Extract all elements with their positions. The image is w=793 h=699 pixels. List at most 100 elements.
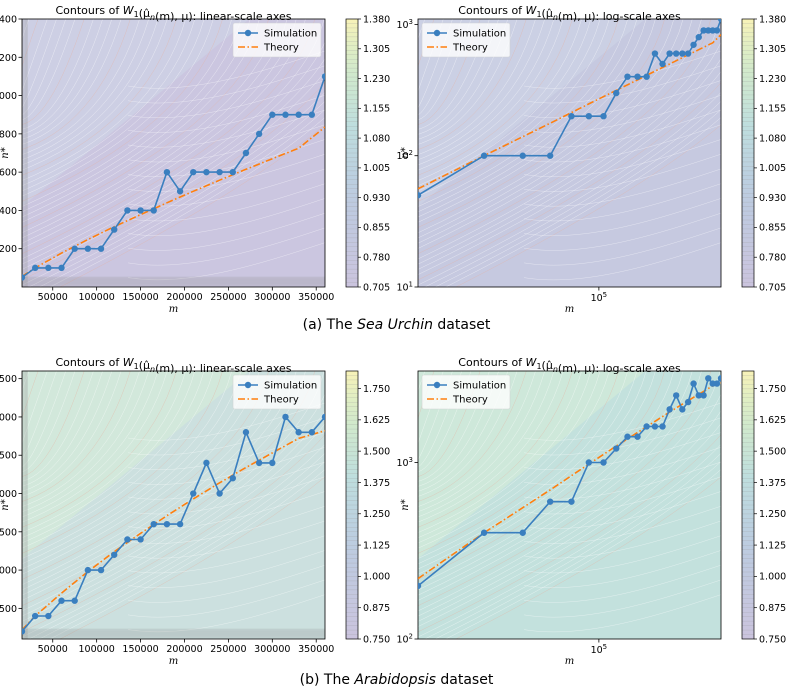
contour-line [22, 371, 113, 492]
simulation-point [713, 27, 721, 34]
legend: Simulation Theory [421, 374, 511, 410]
simulation-point [137, 536, 144, 543]
contour-line [418, 19, 665, 228]
colorbar-tick-label: 1.005 [363, 163, 390, 174]
y-tick-label: 1400 [0, 15, 17, 26]
contour-line [22, 82, 325, 281]
y-tick-label: 800 [0, 129, 17, 140]
x-tick-label: 100000 [79, 644, 115, 655]
legend-simulation-label: Simulation [264, 381, 317, 392]
simulation-point [31, 264, 39, 272]
simulation-point [321, 413, 325, 421]
x-tick-label: 105 [591, 291, 608, 304]
contour-line [418, 19, 721, 260]
contour-line [524, 417, 721, 456]
contour-line [418, 19, 712, 254]
contour-line [524, 446, 721, 485]
contour-line [22, 19, 113, 140]
simulation-point [519, 529, 526, 536]
simulation-point [255, 459, 263, 467]
legend: Simulation Theory [421, 22, 511, 58]
contour-line [418, 371, 712, 606]
contour-line [418, 41, 721, 265]
simulation-point [111, 226, 118, 233]
contour-line [22, 19, 39, 67]
chart-title: Contours of W1(μ̂n(m), μ): log-scale axe… [458, 356, 681, 375]
colorbar-tick-label: 0.705 [759, 282, 786, 293]
simulation-point [651, 423, 659, 430]
colorbar-tick-label: 0.875 [363, 603, 390, 614]
contour-line [418, 371, 601, 544]
contour-line [418, 92, 721, 286]
contour-line [22, 371, 159, 518]
colorbar-frame [741, 370, 755, 640]
theory-line [22, 126, 325, 277]
simulation-point [546, 498, 554, 505]
simulation-point [418, 192, 422, 199]
contour-line [22, 371, 122, 497]
contour-line [22, 19, 233, 207]
y-axis-label: n* [400, 147, 411, 158]
contour-line [418, 434, 721, 633]
simulation-point [58, 597, 65, 604]
x-tick-label: 150000 [122, 644, 158, 655]
colorbar-tick-label: 1.000 [363, 572, 390, 583]
contour-line [418, 19, 675, 234]
contour-line [128, 227, 325, 266]
simulation-point [255, 130, 263, 138]
contour-line [524, 139, 721, 177]
simulation-point [705, 375, 712, 382]
contour-line [434, 461, 721, 639]
simulation-point [634, 433, 641, 440]
simulation-point [203, 168, 210, 176]
contour-line [524, 212, 721, 251]
colorbar-tick-label: 1.080 [759, 133, 786, 144]
colorbar-tick-label: 0.855 [363, 223, 390, 234]
simulation-point [190, 168, 197, 176]
contour-line [128, 168, 325, 207]
simulation-point [480, 529, 488, 536]
contour-line [22, 58, 325, 270]
y-tick-label: 1200 [0, 53, 17, 64]
simulation-point [31, 612, 39, 620]
contour-line [524, 564, 721, 603]
contour-line [28, 452, 325, 639]
simulation-point [700, 392, 707, 399]
contour-line [128, 242, 325, 281]
x-tick-label: 200000 [166, 292, 202, 303]
contour-line [128, 50, 325, 89]
contour-line [524, 476, 721, 515]
contour-line [22, 371, 131, 502]
contour-line [128, 402, 325, 441]
contour-line [445, 117, 721, 287]
legend-simulation-marker [433, 29, 441, 37]
simulation-point [216, 168, 223, 176]
contour-line [418, 371, 629, 559]
contour-line [49, 117, 325, 287]
simulation-point [242, 149, 250, 157]
contour-line [128, 550, 325, 588]
simulation-point [672, 392, 680, 399]
contour-line [418, 371, 555, 518]
contour-line [22, 371, 168, 523]
x-tick-label: 350000 [298, 292, 334, 303]
contour-line [418, 371, 721, 612]
contour-line [524, 198, 721, 236]
contour-line [22, 19, 103, 135]
contour-wash [22, 371, 250, 559]
simulation-point [71, 245, 78, 252]
contour-line [22, 371, 205, 544]
contour-line [128, 94, 325, 133]
y-tick-label: 103 [396, 18, 413, 31]
legend-theory-label: Theory [452, 395, 488, 406]
contour-line [22, 19, 85, 125]
simulation-point [585, 459, 593, 466]
contour-line [418, 393, 721, 617]
chart-title: Contours of W1(μ̂n(m), μ): log-scale axe… [458, 4, 681, 23]
simulation-point [713, 380, 721, 387]
contour-wash [22, 19, 250, 207]
contour-line [524, 153, 721, 192]
contour-line [524, 432, 721, 470]
legend-simulation-label: Simulation [264, 29, 317, 40]
